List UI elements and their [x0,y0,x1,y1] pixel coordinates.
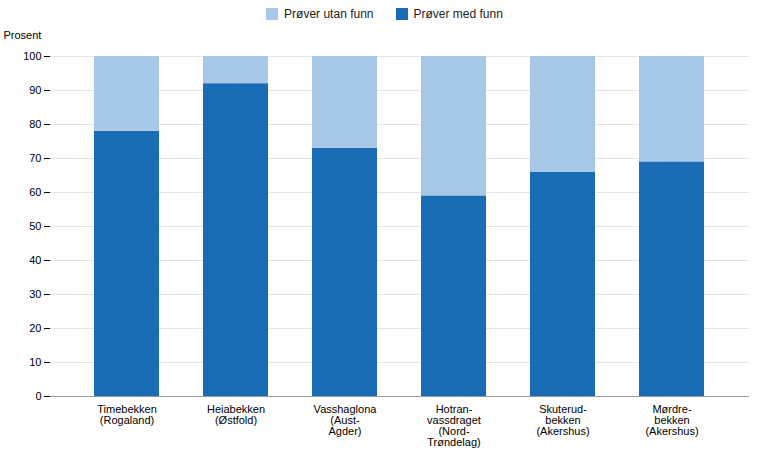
svg-text:20: 20 [29,322,41,334]
svg-text:80: 80 [29,118,41,130]
svg-text:Prosent: Prosent [4,29,42,41]
svg-text:30: 30 [29,288,41,300]
svg-text:40: 40 [29,254,41,266]
svg-text:0: 0 [35,390,41,402]
svg-text:70: 70 [29,152,41,164]
html-text:Prøver utan funn: Prøver utan funn [284,7,374,21]
svg-text:100: 100 [23,50,41,62]
svg-text:50: 50 [29,220,41,232]
html-text:Prøver med funn: Prøver med funn [413,7,503,21]
svg-text:Skuterud-bekken(Akershus): Skuterud-bekken(Akershus) [536,403,589,437]
svg-text:Hotran-vassdraget(Nord-Trøndel: Hotran-vassdraget(Nord-Trøndelag) [427,403,481,448]
svg-text:Timebekken(Rogaland): Timebekken(Rogaland) [97,403,157,426]
svg-text:Heiabekken(Østfold): Heiabekken(Østfold) [207,403,265,426]
svg-text:Vasshaglona(Aust-Agder): Vasshaglona(Aust-Agder) [314,403,378,437]
svg-text:Mørdre-bekken(Akershus): Mørdre-bekken(Akershus) [645,403,698,437]
svg-text:60: 60 [29,186,41,198]
svg-text:10: 10 [29,356,41,368]
svg-text:90: 90 [29,84,41,96]
